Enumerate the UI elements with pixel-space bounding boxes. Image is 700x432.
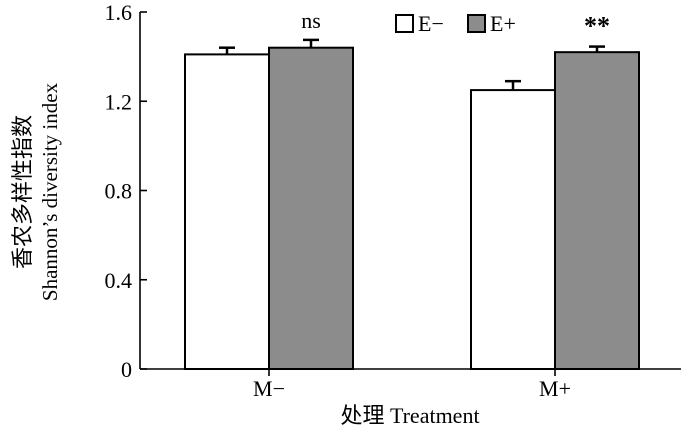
bar-e-minus-m-plus	[470, 89, 556, 370]
legend-swatch-e-plus	[467, 14, 486, 33]
x-axis-label: 处理 Treatment	[340, 403, 479, 428]
y-ticks: 0 0.4 0.8 1.2 1.6	[105, 0, 147, 382]
y-tick-label: 1.2	[105, 89, 133, 114]
y-axis-label-en: Shannon’s diversity index	[38, 82, 62, 301]
y-tick-label: 0.4	[105, 268, 133, 293]
legend: E− E+	[395, 11, 516, 36]
bar-e-plus-m-minus	[268, 46, 354, 370]
legend-swatch-e-minus	[395, 14, 414, 33]
significance-label: **	[584, 12, 610, 41]
x-tick-label: M+	[539, 376, 571, 401]
bar-e-minus-m-minus	[184, 53, 270, 371]
bars	[184, 46, 640, 371]
legend-label-e-minus: E−	[418, 11, 444, 36]
y-axis-label-cn: 香农多样性指数	[10, 115, 35, 269]
y-tick-label: 0	[121, 357, 132, 382]
significance-labels: ns **	[301, 8, 610, 41]
x-tick-labels: M− M+	[253, 369, 571, 401]
x-tick-label: M−	[253, 376, 285, 401]
bar-e-plus-m-plus	[554, 51, 640, 370]
legend-label-e-plus: E+	[490, 11, 516, 36]
y-tick-label: 0.8	[105, 179, 133, 204]
significance-label: ns	[301, 8, 321, 33]
y-tick-label: 1.6	[105, 0, 133, 25]
error-bars	[219, 38, 605, 91]
